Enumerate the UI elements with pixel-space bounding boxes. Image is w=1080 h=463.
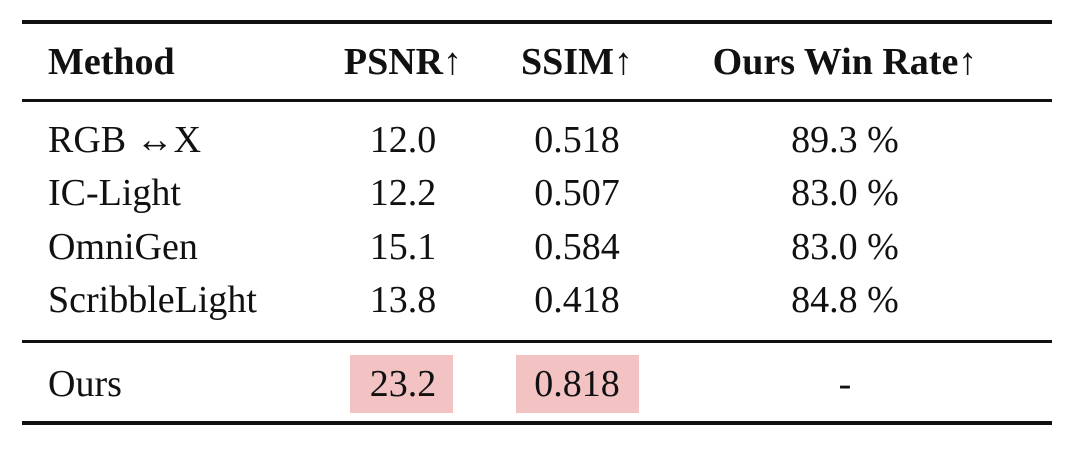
cell: RGB ↔X (48, 119, 202, 161)
cell: 23.2 (369, 363, 437, 405)
cell: 84.8 % (791, 279, 899, 321)
header-cell: Method (48, 41, 175, 83)
top-rule (22, 20, 1052, 24)
header-cell: SSIM↑ (521, 41, 633, 83)
cell: Ours (48, 363, 122, 405)
bottom-rule (22, 421, 1052, 425)
cell: 0.584 (534, 226, 620, 268)
header-cell: PSNR↑ (343, 41, 463, 83)
cell: 0.518 (534, 119, 620, 161)
cell: 0.418 (534, 279, 620, 321)
cell: 13.8 (369, 279, 437, 321)
cell: 0.818 (534, 363, 620, 405)
cell: 12.2 (369, 172, 437, 214)
header-rule (22, 99, 1052, 102)
header-cell: Ours Win Rate↑ (712, 41, 978, 83)
cell: - (838, 363, 852, 405)
cell: 15.1 (369, 226, 437, 268)
cell: 89.3 % (791, 119, 899, 161)
cell: 83.0 % (791, 172, 899, 214)
cell: ScribbleLight (48, 279, 257, 321)
highlight (516, 355, 639, 413)
mid-rule (22, 340, 1052, 343)
cell: IC-Light (48, 172, 181, 214)
cell: OmniGen (48, 226, 198, 268)
cell: 0.507 (534, 172, 620, 214)
cell: 83.0 % (791, 226, 899, 268)
highlight (350, 355, 453, 413)
cell: 12.0 (369, 119, 437, 161)
